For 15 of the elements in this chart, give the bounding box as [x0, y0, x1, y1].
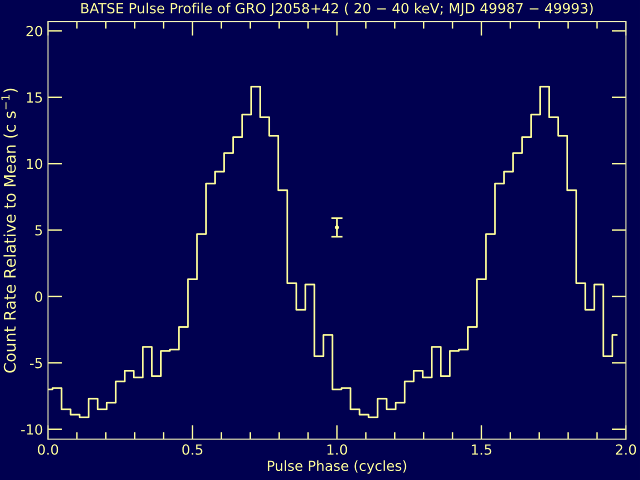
x-tick-label: 1.0 [327, 444, 348, 455]
x-tick-label: 1.5 [472, 444, 492, 455]
y-axis-title: Count Rate Relative to Mean (c s$^{−1}$) [1, 88, 18, 373]
y-tick-label: -5 [30, 358, 42, 368]
x-tick-label: 2.0 [616, 444, 636, 455]
y-tick-label: -10 [21, 424, 42, 435]
chart-title: BATSE Pulse Profile of GRO J2058+42 ( 20 − 40 keV; MJD 49987 − 49993) [81, 2, 593, 16]
y-tick-label: 20 [26, 26, 42, 36]
x-axis-title: Pulse Phase (cycles) [268, 460, 406, 474]
y-tick-label: 0 [35, 291, 42, 302]
y-tick-label: 15 [26, 92, 42, 103]
x-tick-label: 0.5 [182, 444, 202, 455]
y-tick-label: 10 [26, 158, 42, 170]
x-tick-label: 0.0 [38, 444, 58, 455]
y-tick-label: 5 [35, 225, 42, 236]
